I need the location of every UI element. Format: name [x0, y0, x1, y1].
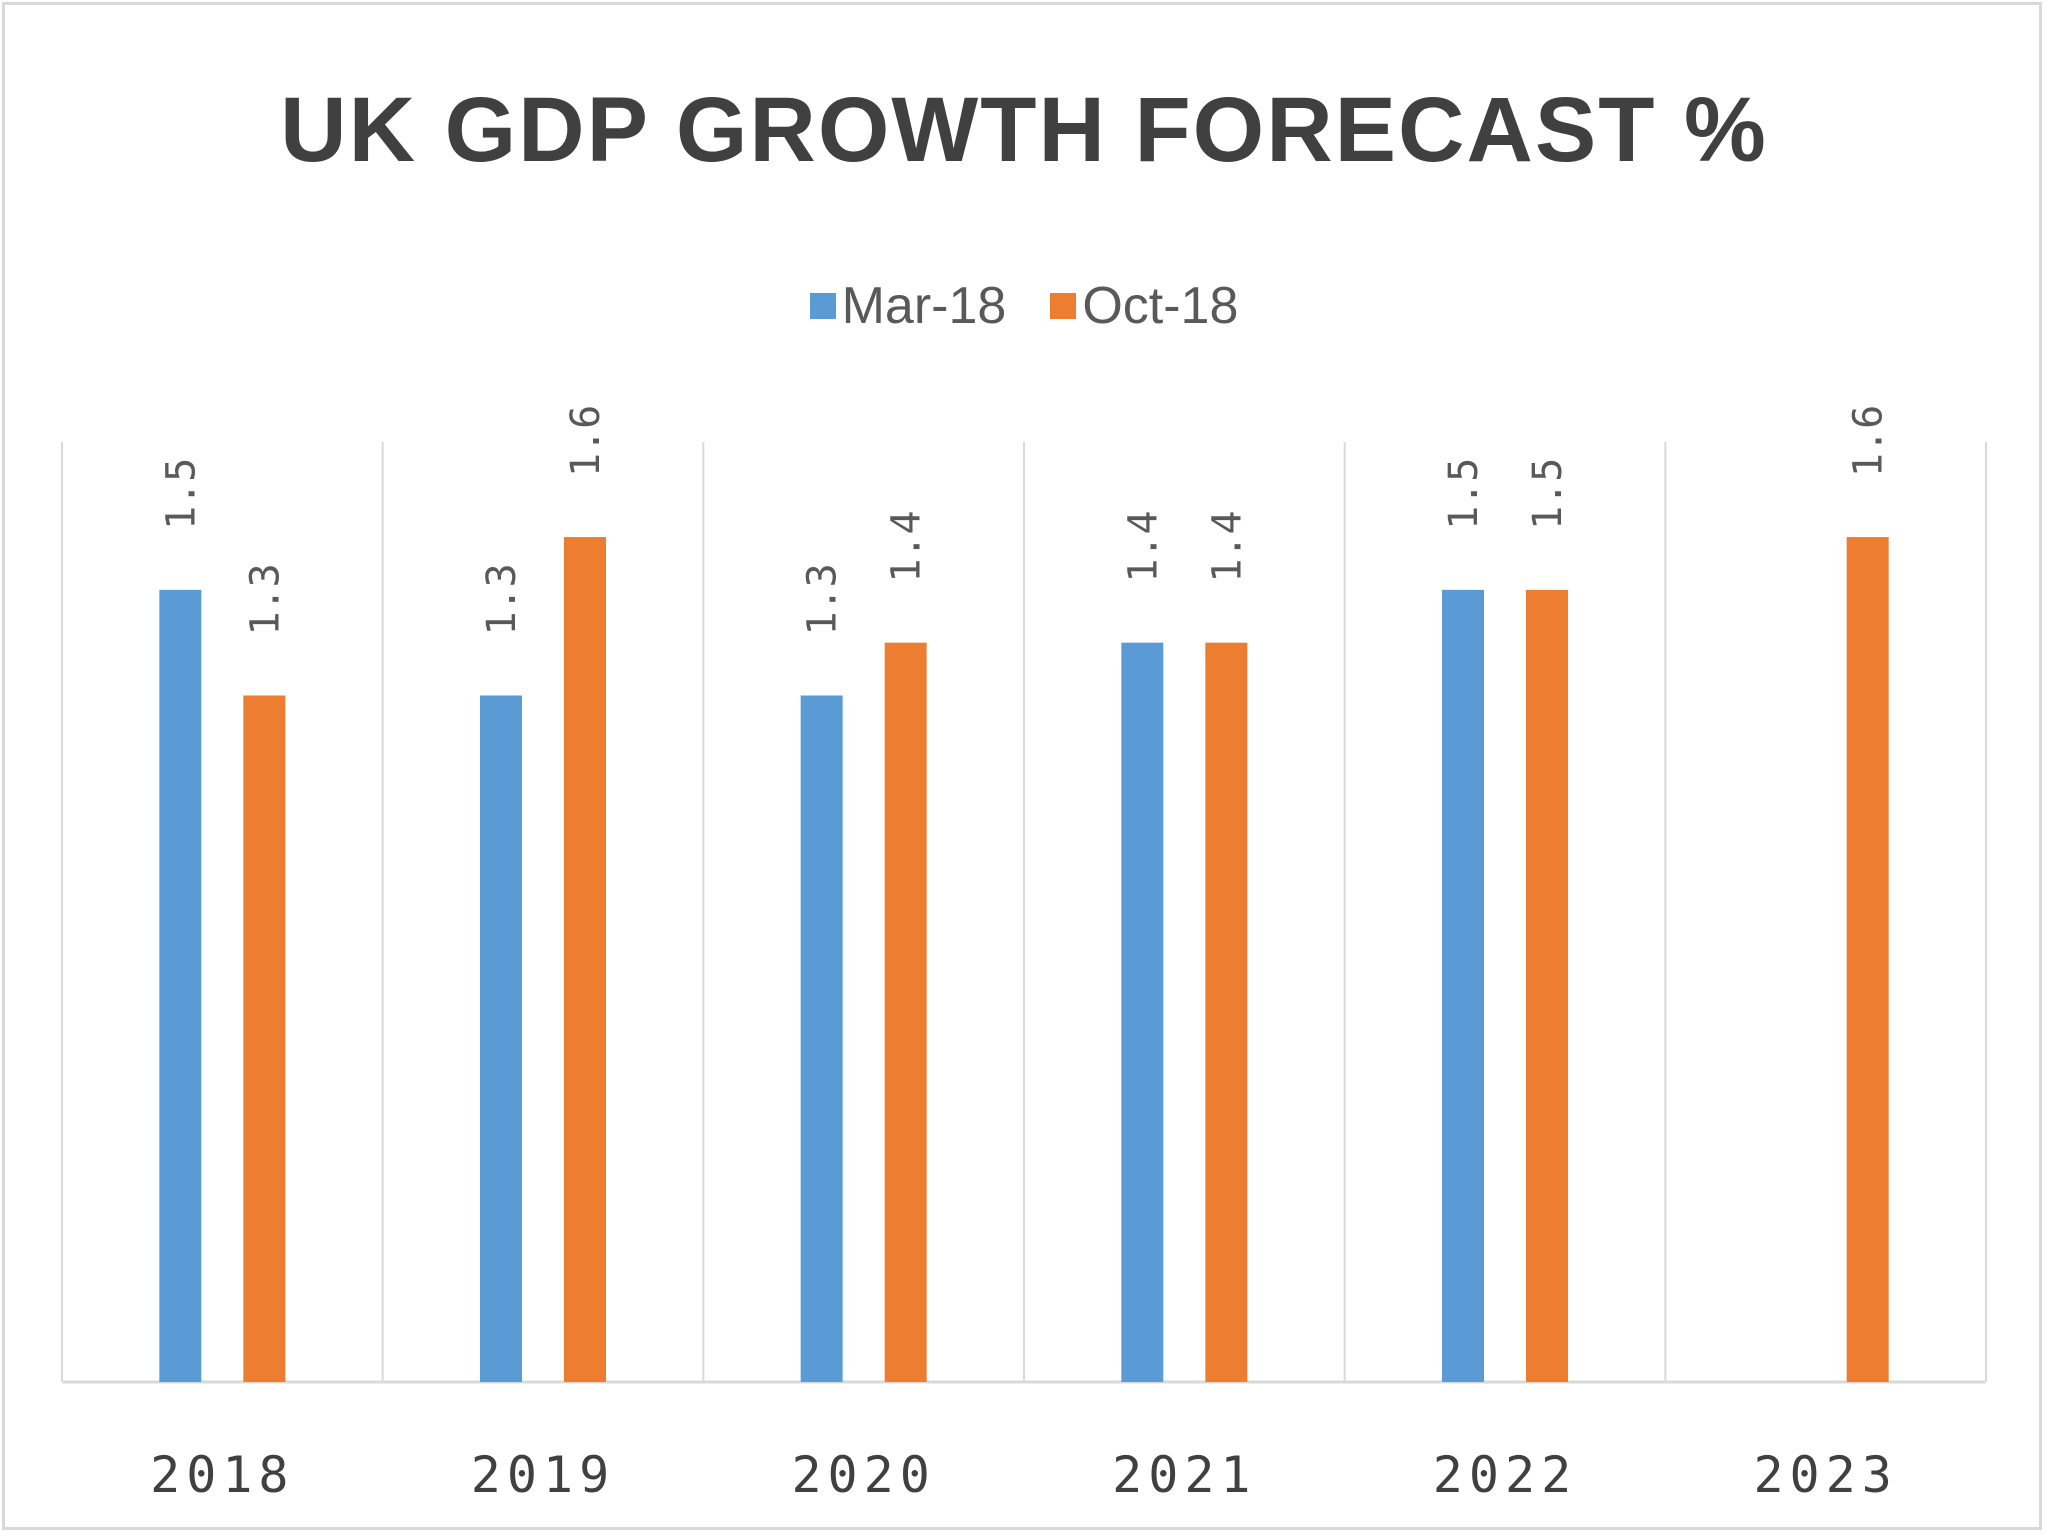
- legend: Mar-18 Oct-18: [0, 276, 2048, 336]
- x-tick-label: 2019: [471, 1446, 615, 1504]
- bar-oct-18: [243, 695, 286, 1382]
- data-label: 1.3: [479, 563, 525, 635]
- bar-oct-18: [1205, 642, 1248, 1382]
- bar-mar-18: [1121, 642, 1164, 1382]
- legend-swatch-oct-18: [1050, 293, 1077, 319]
- x-tick-label: 2023: [1753, 1446, 1897, 1504]
- data-label: 1.6: [563, 405, 609, 477]
- legend-label-mar-18: Mar-18: [841, 277, 1007, 335]
- data-label: 1.5: [1525, 458, 1571, 530]
- data-label: 1.5: [1441, 458, 1487, 530]
- bar-oct-18: [1526, 589, 1568, 1382]
- data-label: 1.5: [158, 458, 204, 530]
- data-label: 1.3: [242, 563, 288, 635]
- legend-item-mar-18: Mar-18: [809, 276, 1007, 336]
- chart-title: UK GDP GROWTH FORECAST %: [280, 79, 1768, 181]
- bar-mar-18: [480, 695, 522, 1382]
- bar-mar-18: [800, 695, 843, 1382]
- legend-swatch-mar-18: [809, 293, 836, 319]
- legend-item-oct-18: Oct-18: [1050, 276, 1238, 336]
- data-label: 1.3: [800, 563, 846, 635]
- x-tick-label: 2021: [1112, 1446, 1256, 1504]
- data-label: 1.4: [884, 510, 930, 582]
- x-tick-label: 2022: [1433, 1446, 1577, 1504]
- data-label: 1.4: [1120, 510, 1166, 582]
- data-label: 1.6: [1846, 405, 1892, 477]
- data-label: 1.4: [1204, 510, 1250, 582]
- bar-mar-18: [1442, 589, 1484, 1382]
- bar-oct-18: [564, 537, 606, 1382]
- bar-oct-18: [1846, 537, 1889, 1382]
- bar-mar-18: [159, 589, 202, 1382]
- bar-oct-18: [884, 642, 927, 1382]
- x-tick-label: 2018: [150, 1446, 294, 1504]
- x-tick-label: 2020: [791, 1446, 935, 1504]
- legend-label-oct-18: Oct-18: [1082, 277, 1239, 335]
